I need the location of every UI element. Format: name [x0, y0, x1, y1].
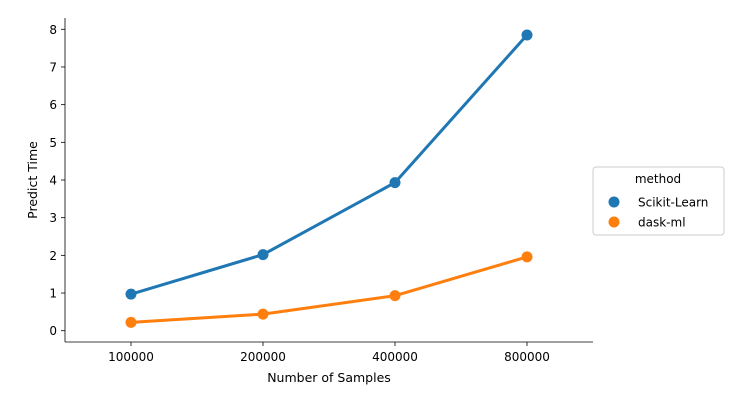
x-tick-label: 400000	[372, 350, 418, 364]
series-line-1	[129, 255, 529, 324]
legend-frame	[592, 166, 725, 236]
x-tick-label: 800000	[504, 350, 550, 364]
series-line-0	[129, 33, 529, 296]
data-point	[389, 290, 401, 302]
data-point	[125, 288, 137, 300]
legend: method Scikit-Learn dask-ml	[592, 166, 725, 236]
legend-marker	[608, 196, 620, 208]
y-tick-label: 5	[49, 136, 57, 150]
y-tick-label: 4	[49, 174, 57, 188]
y-tick-label: 1	[49, 287, 57, 301]
legend-title: method	[635, 172, 681, 186]
legend-label: Scikit-Learn	[638, 196, 708, 210]
data-point	[521, 29, 533, 41]
data-point	[521, 251, 533, 263]
y-tick-label: 8	[49, 23, 57, 37]
y-tick-label: 7	[49, 60, 57, 74]
x-axis-label: Number of Samples	[267, 370, 391, 385]
data-point	[257, 308, 269, 320]
legend-items: Scikit-Learn dask-ml	[608, 196, 708, 230]
x-ticks: 100000 200000 400000 800000	[108, 342, 550, 364]
y-tick-label: 3	[49, 211, 57, 225]
axes	[64, 18, 593, 343]
y-tick-label: 2	[49, 249, 57, 263]
x-tick-label: 200000	[240, 350, 286, 364]
y-ticks: 0 1 2 3 4 5 6 7 8	[49, 23, 65, 338]
data-point	[125, 316, 137, 328]
legend-marker	[608, 216, 620, 228]
x-tick-label: 100000	[108, 350, 154, 364]
data-point	[389, 177, 401, 189]
data-point	[257, 249, 269, 261]
y-tick-label: 0	[49, 324, 57, 338]
y-tick-label: 6	[49, 98, 57, 112]
legend-label: dask-ml	[638, 216, 686, 230]
y-axis-label: Predict Time	[25, 141, 40, 219]
series-layer	[125, 29, 533, 328]
